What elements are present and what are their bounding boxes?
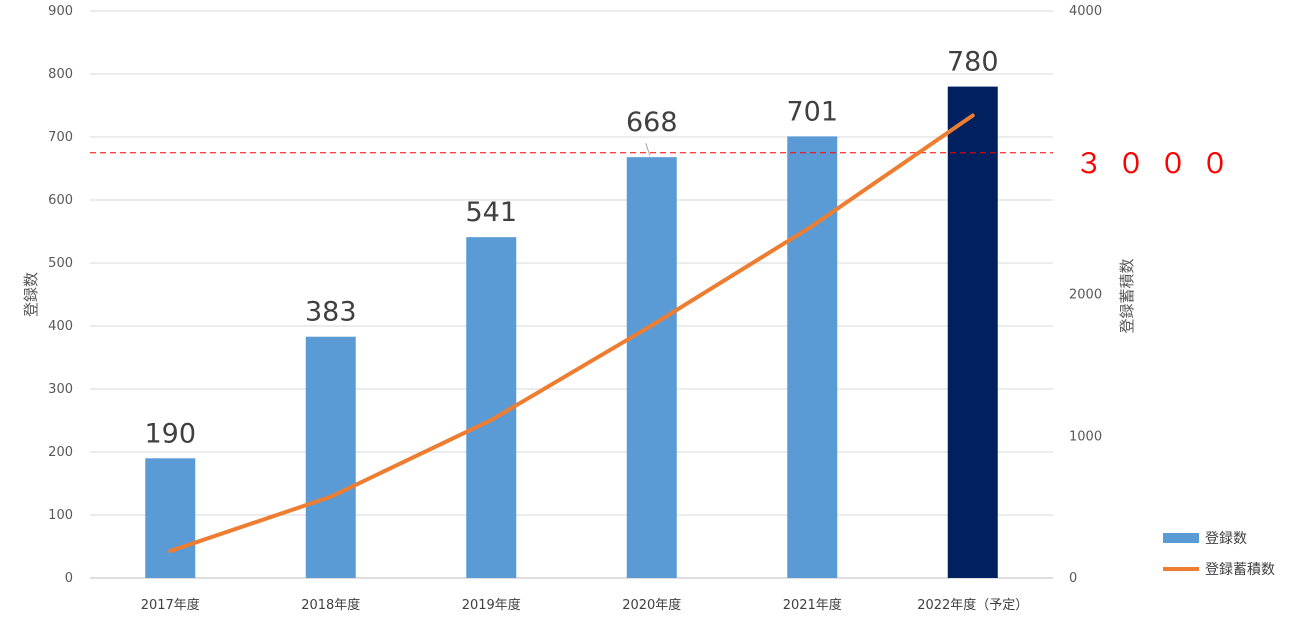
bar-2021年度 — [787, 136, 838, 578]
data-label: 190 — [144, 418, 196, 449]
legend: 登録数 登録蓄積数 — [1163, 531, 1275, 578]
y2-tick-label: 4000 — [1069, 4, 1102, 19]
y2-tick-label: 0 — [1069, 571, 1077, 586]
y-tick-label: 200 — [48, 445, 73, 460]
data-label: 668 — [626, 107, 678, 138]
y-tick-label: 400 — [48, 319, 73, 334]
left-axis-ticks: 0 100 200 300 400 500 600 700 800 900 — [48, 4, 73, 586]
reference-line-label: ３０００ — [1075, 147, 1243, 180]
data-label: 701 — [786, 96, 838, 127]
data-label-leader — [645, 143, 651, 156]
category-label: 2020年度 — [622, 597, 681, 613]
y-tick-label: 300 — [48, 382, 73, 397]
category-labels: 2017年度 2018年度 2019年度 2020年度 2021年度 2022年度（予定） — [141, 597, 1029, 613]
data-label: 541 — [465, 197, 517, 228]
y-tick-label: 500 — [48, 256, 73, 271]
bar-2020年度 — [626, 157, 677, 578]
bar-2019年度 — [466, 237, 517, 579]
category-label: 2018年度 — [301, 597, 360, 613]
y2-tick-label: 2000 — [1069, 288, 1102, 303]
category-label: 2017年度 — [141, 597, 200, 613]
legend-label-bar: 登録数 — [1205, 531, 1247, 547]
bar-2017年度 — [145, 458, 196, 578]
y-tick-label: 600 — [48, 193, 73, 208]
cumulative-line-group — [168, 113, 975, 554]
series-line-cumulative — [168, 113, 975, 554]
data-label: 780 — [947, 47, 999, 78]
legend-swatch-bar — [1163, 533, 1199, 543]
bars — [145, 86, 998, 579]
y-tick-label: 100 — [48, 508, 73, 523]
y-tick-label: 0 — [65, 571, 73, 586]
right-axis-ticks: 0 1000 2000 4000 — [1069, 4, 1102, 586]
category-label: 2022年度（予定） — [917, 597, 1028, 613]
y-tick-label: 800 — [48, 67, 73, 82]
y-axis-title: 登録数 — [22, 272, 40, 317]
data-label: 383 — [305, 297, 357, 328]
bar-2018年度 — [305, 336, 356, 578]
y-tick-label: 900 — [48, 4, 73, 19]
data-labels: 190 383 541 668 701 780 — [144, 47, 998, 450]
bar-2022年度（予定） — [947, 86, 998, 578]
y2-axis-title: 登録蓄積数 — [1118, 258, 1136, 333]
reference-line-group: ３０００ — [90, 147, 1243, 180]
legend-label-line: 登録蓄積数 — [1205, 562, 1275, 578]
category-label: 2019年度 — [462, 597, 521, 613]
y-tick-label: 700 — [48, 130, 73, 145]
y2-tick-label: 1000 — [1069, 429, 1102, 444]
category-label: 2021年度 — [783, 597, 842, 613]
gridlines — [90, 10, 1053, 579]
